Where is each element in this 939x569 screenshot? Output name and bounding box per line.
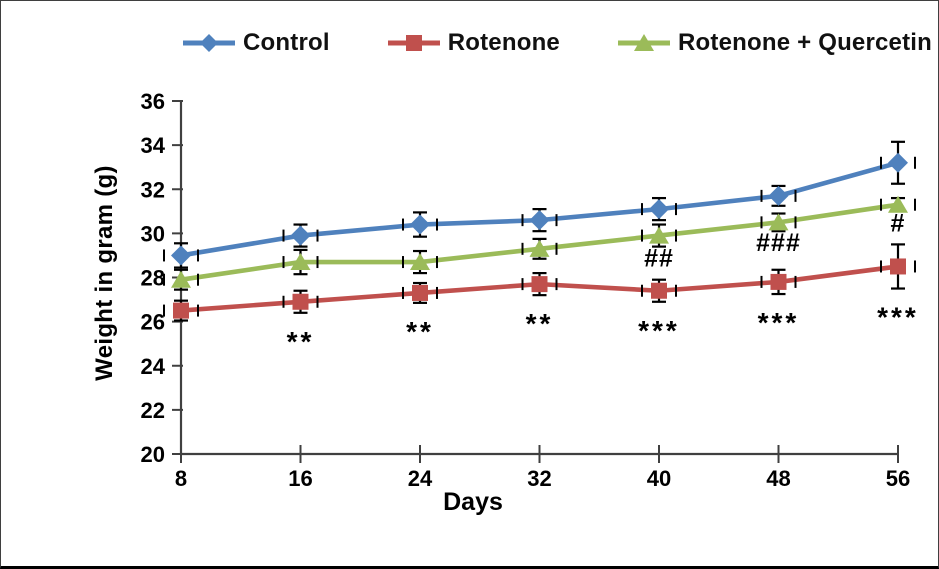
triangle-marker (649, 226, 669, 244)
significance-stars: *** (877, 302, 919, 333)
diamond-marker (768, 185, 789, 206)
diamond-marker (649, 199, 669, 220)
triangle-marker (290, 253, 311, 271)
x-tick-label: 16 (288, 466, 312, 491)
significance-stars: *** (638, 315, 680, 346)
y-tick-label: 20 (141, 442, 165, 467)
triangle-marker (410, 253, 430, 271)
significance-hash: # (891, 209, 906, 237)
diamond-marker (888, 152, 908, 173)
significance-hash: ### (756, 229, 801, 257)
triangle-legend-swatch-icon (617, 34, 670, 51)
y-tick-label: 36 (141, 89, 165, 114)
legend-label: Rotenone + Quercetin (677, 29, 933, 56)
x-tick-label: 24 (408, 466, 433, 491)
square-marker (292, 293, 309, 310)
legend-label: Rotenone (447, 29, 560, 56)
legend-item-rotenone-quercetin: Rotenone + Quercetin (616, 29, 932, 57)
x-tick-label: 56 (886, 466, 910, 491)
significance-hash: ## (644, 245, 674, 273)
y-tick-label: 22 (141, 398, 165, 423)
x-axis-title: Days (443, 488, 503, 516)
triangle-marker (171, 270, 191, 288)
significance-stars: ** (526, 308, 554, 339)
chart-legend: Control Rotenone Rotenone + Quercetin (181, 29, 932, 57)
y-tick-label: 34 (141, 133, 166, 158)
triangle-marker (529, 239, 550, 257)
x-tick-label: 8 (175, 466, 187, 491)
legend-label: Control (243, 29, 330, 56)
square-legend-swatch-icon (387, 35, 440, 51)
diamond-marker (529, 210, 550, 231)
x-tick-label: 40 (647, 466, 671, 491)
square-marker (890, 258, 906, 275)
square-marker (651, 282, 667, 299)
diamond-legend-swatch-icon (183, 34, 235, 52)
significance-stars: *** (758, 307, 800, 338)
x-tick-label: 32 (527, 466, 551, 491)
triangle-marker (768, 213, 789, 231)
x-tick-label: 48 (766, 466, 790, 491)
diamond-marker (171, 245, 191, 266)
diamond-marker (290, 225, 311, 246)
y-tick-label: 26 (141, 310, 165, 335)
square-marker (531, 276, 548, 293)
significance-stars: ** (287, 326, 315, 357)
legend-item-rotenone: Rotenone (386, 29, 560, 57)
triangle-marker (888, 195, 908, 213)
y-tick-label: 28 (141, 266, 165, 291)
y-tick-label: 32 (141, 177, 165, 202)
diamond-marker (410, 214, 430, 235)
square-marker (412, 284, 428, 301)
legend-item-control: Control (181, 29, 330, 57)
y-axis-title: Weight in gram (g) (91, 165, 118, 381)
y-tick-label: 24 (141, 354, 166, 379)
square-marker (770, 273, 787, 290)
y-tick-label: 30 (141, 221, 165, 246)
significance-stars: ** (406, 316, 434, 347)
square-marker (173, 302, 189, 319)
